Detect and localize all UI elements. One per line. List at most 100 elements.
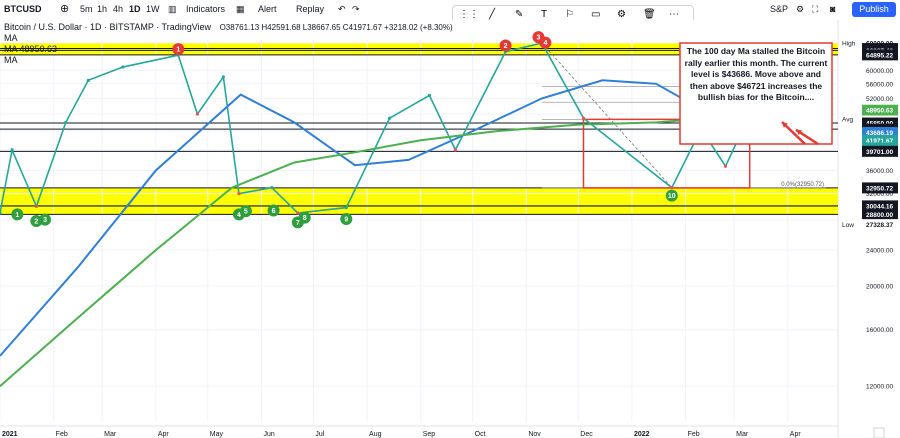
price-point [427, 93, 431, 97]
legend-ma-2[interactable]: MA 48950.63 [4, 44, 58, 54]
swing-marker-green [239, 205, 252, 218]
swing-marker-label: 2 [504, 43, 508, 50]
ma-100-line[interactable] [0, 79, 739, 357]
price-label: 27328.37 [866, 222, 893, 229]
price-axis-tick: 12000.00 [866, 384, 893, 391]
annotation-box[interactable] [679, 42, 833, 145]
add-symbol-icon[interactable]: ⊕ [60, 3, 70, 15]
annotation-arrow-1 [781, 121, 806, 145]
time-axis-tick: Jun [263, 431, 274, 438]
symbol-search[interactable]: BTCUSD [4, 4, 42, 14]
price-axis-tick: 32000.00 [866, 191, 893, 198]
interval-1w[interactable]: 1W [146, 4, 160, 14]
price-label-bg [862, 117, 898, 129]
publish-button[interactable]: Publish [852, 2, 896, 17]
price-chart[interactable]: 61.8%(55229.18)50.0%(50975.36)38.2%(4672… [0, 20, 900, 438]
swing-marker-label: 1 [176, 47, 180, 54]
alert-button[interactable]: Alert [258, 4, 277, 14]
redo-icon[interactable]: ↷ [352, 4, 360, 14]
interval-4h[interactable]: 4h [113, 4, 124, 14]
zoom-icon[interactable] [873, 427, 885, 438]
swing-marker-label: 5 [244, 209, 248, 216]
swing-marker-red [499, 39, 512, 52]
price-label: 48950.63 [866, 108, 893, 115]
price-label-bg [862, 49, 898, 61]
drag-handle-icon[interactable]: ⋮⋮ [459, 9, 479, 20]
swing-marker-label: 1 [15, 212, 19, 219]
brush-tool-icon[interactable]: ✎ [515, 9, 524, 20]
time-axis-tick: Apr [790, 431, 802, 438]
fib-trend-line[interactable] [541, 42, 673, 188]
price-point [10, 148, 14, 152]
swing-marker-label: 9 [344, 216, 348, 223]
delete-tool-icon[interactable]: 🗑 [643, 9, 656, 20]
swing-marker-green [298, 211, 311, 224]
fullscreen-icon[interactable]: ⛶ [812, 4, 819, 14]
swing-marker-label: 8 [303, 215, 307, 222]
time-axis-tick: Aug [369, 431, 382, 438]
swing-marker-green [267, 204, 280, 217]
settings-icon[interactable]: ⚙ [796, 4, 805, 14]
price-label-bg [862, 208, 898, 220]
legend-title: Bitcoin / U.S. Dollar · 1D · BITSTAMP · … [4, 22, 212, 32]
price-point [344, 206, 348, 210]
interval-1d[interactable]: 1D [129, 4, 141, 14]
price-label-bg [862, 200, 898, 212]
trendline-tool-icon[interactable]: ╱ [489, 9, 496, 20]
layout-icon[interactable]: ▦ [236, 4, 245, 14]
legend-ma-1[interactable]: MA [4, 33, 18, 43]
swing-marker-label: 6 [272, 208, 276, 215]
text-tool-icon[interactable]: T [541, 9, 548, 20]
price-axis-tick: 56000.00 [866, 81, 893, 88]
settings-tool-icon[interactable]: ⚙ [617, 9, 626, 20]
swing-marker-label: 10 [668, 193, 676, 200]
consolidation-box[interactable] [582, 118, 751, 189]
indicators-button[interactable]: Indicators [186, 4, 226, 14]
price-point [581, 116, 586, 120]
price-label-bg [862, 127, 898, 139]
legend-ma-3[interactable]: MA [4, 55, 18, 65]
more-tools-icon[interactable]: ⋯ [669, 9, 679, 20]
price-point [221, 75, 225, 79]
undo-icon[interactable]: ↶ [338, 4, 346, 14]
interval-1h[interactable]: 1h [97, 4, 108, 14]
candles-icon[interactable]: ▥ [168, 4, 177, 14]
annotation-arrow-2-head [796, 129, 802, 136]
swing-marker-label: 7 [296, 220, 300, 227]
interval-5m[interactable]: 5m [80, 4, 93, 14]
camera-icon[interactable]: ◙ [830, 4, 836, 14]
price-axis-tick: 60000.00 [866, 68, 893, 75]
measure-tool-icon[interactable]: ▭ [591, 9, 601, 20]
swing-marker-label: 4 [237, 212, 241, 219]
price-axis-tick: 24000.00 [866, 248, 893, 255]
price-label: 28800.00 [866, 212, 893, 219]
price-point [0, 211, 2, 215]
price-label-bg [862, 219, 898, 231]
price-point [64, 120, 68, 125]
price-axis-tick: 16000.00 [866, 327, 893, 334]
replay-button[interactable]: Replay [296, 4, 325, 14]
time-axis-tick: Mar [736, 431, 749, 438]
time-axis-tick: Sep [423, 431, 436, 438]
swing-marker-red [172, 43, 185, 56]
price-label-bg [862, 145, 898, 157]
time-axis-tick: 2021 [2, 431, 18, 438]
swing-marker-green [11, 208, 24, 221]
price-label: 64895.22 [866, 52, 893, 59]
price-point [270, 186, 274, 190]
price-point [34, 204, 38, 208]
price-axis-tick: 52000.00 [866, 96, 893, 103]
chart-name[interactable]: S&P [770, 4, 789, 14]
swing-marker-green [340, 212, 353, 225]
ma-200-line[interactable] [0, 109, 738, 387]
lock-tool-icon[interactable]: ⚐ [565, 9, 574, 20]
price-point [723, 164, 728, 168]
price-point [195, 112, 199, 116]
price-point [453, 148, 457, 152]
price-point [237, 192, 241, 196]
support-resistance-zone [0, 187, 838, 215]
swing-marker-label: 3 [43, 217, 47, 224]
price-point [296, 211, 300, 215]
annotation-text: The 100 day Ma stalled the Bitcoin rally… [684, 46, 828, 102]
swing-marker-label: 2 [34, 218, 38, 225]
